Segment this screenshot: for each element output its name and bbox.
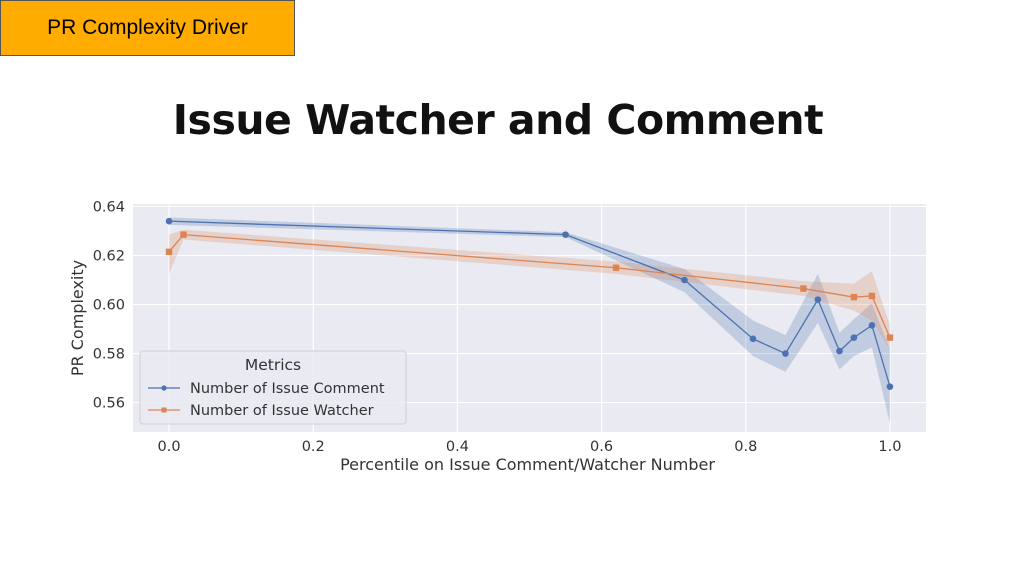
y-tick-label: 0.62 — [93, 248, 125, 264]
legend: Metrics Number of Issue Comment Number of … — [139, 350, 407, 425]
legend-entry: Number of Issue Watcher — [190, 403, 374, 419]
x-tick-label: 0.2 — [302, 439, 325, 455]
data-point — [868, 322, 876, 329]
y-axis-label: PR Complexity — [68, 260, 87, 376]
series-markers — [165, 217, 894, 390]
data-point — [180, 231, 187, 238]
legend-marker — [161, 385, 167, 391]
data-point — [868, 292, 876, 300]
confidence-bands — [169, 217, 890, 424]
y-tick-label: 0.64 — [93, 199, 125, 215]
y-tick-label: 0.56 — [93, 396, 125, 412]
legend-marker — [161, 407, 167, 413]
x-tick-label: 1.0 — [878, 439, 901, 455]
section-tag-label: PR Complexity Driver — [47, 16, 248, 39]
y-tick-label: 0.58 — [93, 347, 125, 363]
data-point — [749, 335, 757, 343]
confidence-band — [169, 217, 890, 424]
data-point — [681, 276, 688, 284]
x-tick-label: 0.8 — [734, 439, 757, 455]
legend-entry: Number of Issue Comment — [190, 381, 385, 397]
x-axis-label: Percentile on Issue Comment/Watcher Numb… — [340, 455, 715, 474]
series-line — [169, 220, 891, 387]
data-point — [165, 248, 173, 256]
legend-box — [139, 350, 407, 425]
data-point — [850, 293, 858, 301]
data-point — [836, 347, 843, 355]
data-point — [886, 334, 894, 341]
data-point — [814, 296, 822, 303]
x-tick-label: 0.6 — [590, 439, 613, 455]
slide-title: Issue Watcher and Comment — [172, 96, 824, 144]
data-point — [165, 217, 173, 225]
data-point — [886, 383, 894, 390]
section-tag: PR Complexity Driver — [0, 0, 295, 56]
data-point — [612, 264, 620, 271]
tick-labels: 0.0 0.2 0.4 0.6 0.8 1.0 0.56 0.58 0.60 0.62 0.64 — [93, 199, 902, 455]
x-tick-label: 0.0 — [158, 439, 181, 455]
y-tick-label: 0.60 — [93, 298, 125, 314]
x-tick-label: 0.4 — [446, 439, 469, 455]
data-point — [850, 334, 858, 341]
data-point — [800, 285, 807, 292]
confidence-band — [169, 229, 890, 350]
data-point — [782, 350, 789, 357]
data-point — [562, 231, 569, 238]
legend-title: Metrics — [245, 356, 301, 374]
